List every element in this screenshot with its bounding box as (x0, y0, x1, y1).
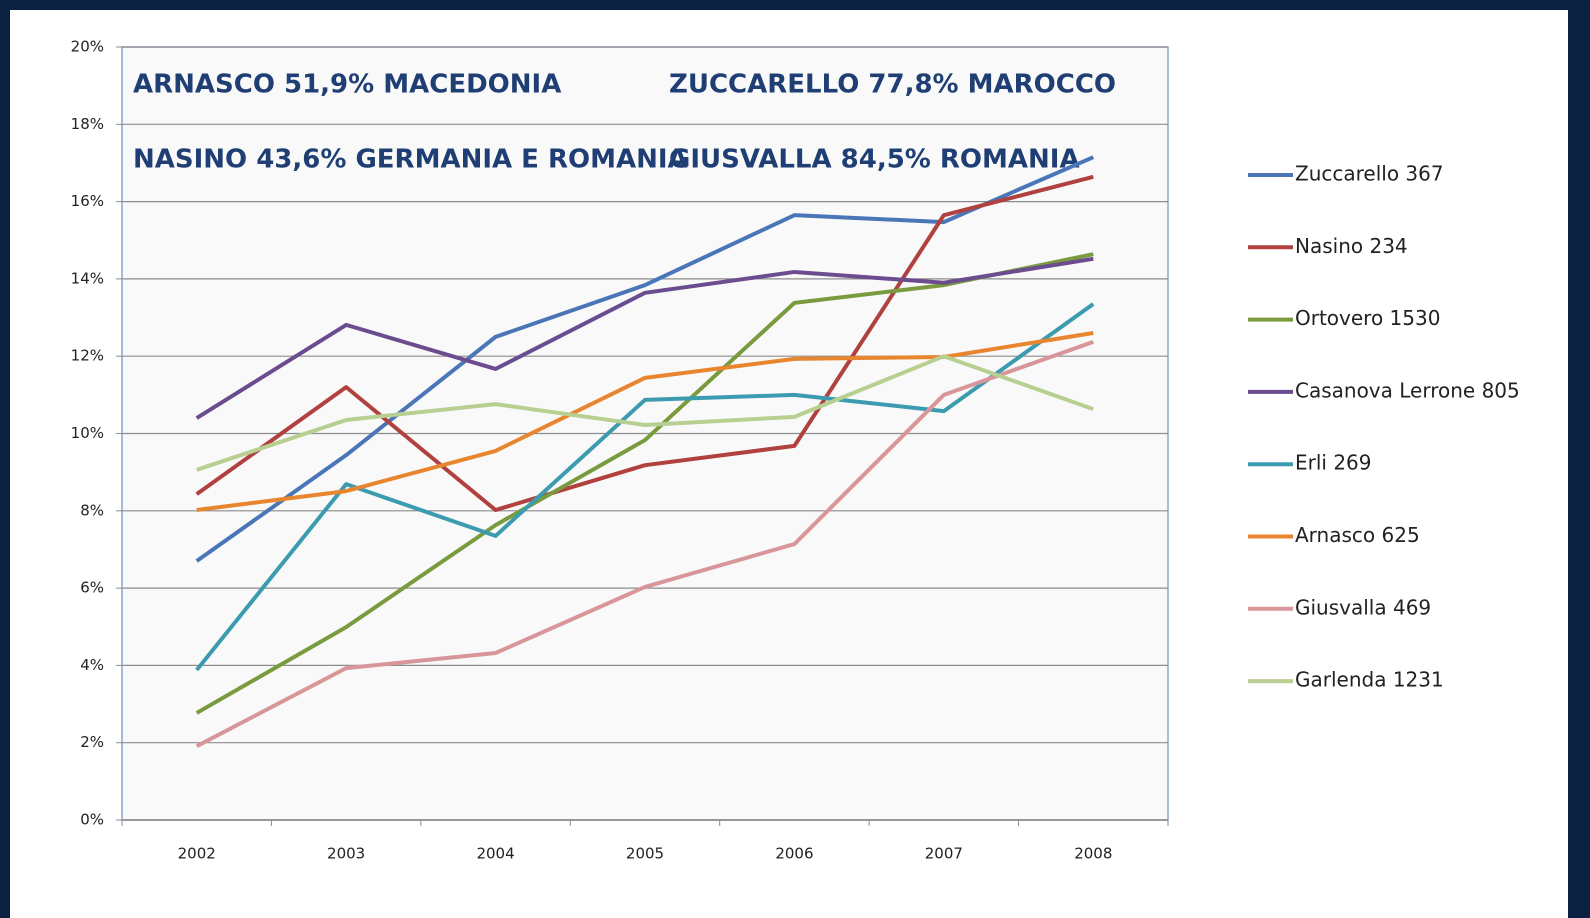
x-tick-label: 2002 (178, 845, 216, 863)
y-tick-label: 16% (71, 192, 104, 210)
series-line (195, 256, 1094, 420)
legend-label: Casanova Lerrone 805 (1295, 378, 1520, 402)
legend-label: Erli 269 (1295, 451, 1372, 475)
legend-label: Giusvalla 469 (1295, 595, 1431, 619)
x-tick-label: 2005 (626, 845, 664, 863)
y-tick-label: 20% (71, 38, 104, 56)
x-tick-label: 2007 (925, 845, 963, 863)
x-tick-label: 2003 (327, 845, 365, 863)
annotation: ARNASCO 51,9% MACEDONIA (133, 70, 561, 100)
y-tick-label: 12% (71, 347, 104, 365)
y-tick-label: 14% (71, 269, 104, 287)
y-tick-label: 18% (71, 115, 104, 133)
series-line (195, 302, 1095, 672)
y-tick-label: 6% (80, 579, 104, 597)
series-line (195, 174, 1094, 513)
legend-label: Ortovero 1530 (1295, 306, 1440, 330)
annotation: NASINO 43,6% GERMANIA E ROMANIA (133, 145, 688, 175)
x-tick-label: 2004 (476, 845, 514, 863)
legend-label: Arnasco 625 (1295, 523, 1420, 547)
y-tick-label: 4% (80, 656, 104, 674)
y-tick-label: 2% (80, 733, 104, 751)
series-line (195, 155, 1095, 563)
annotation: GIUSVALLA 84,5% ROMANIA (669, 145, 1080, 175)
x-tick-label: 2008 (1074, 845, 1112, 863)
x-tick-label: 2006 (775, 845, 813, 863)
legend-label: Nasino 234 (1295, 234, 1408, 258)
y-tick-label: 8% (80, 501, 104, 519)
y-tick-label: 0% (80, 811, 104, 829)
y-tick-label: 10% (71, 424, 104, 442)
annotation: ZUCCARELLO 77,8% MAROCCO (669, 70, 1116, 100)
legend-label: Garlenda 1231 (1295, 668, 1444, 692)
series-line (195, 340, 1094, 748)
series-line (196, 354, 1094, 472)
legend-label: Zuccarello 367 (1295, 162, 1444, 186)
series-line (195, 252, 1094, 715)
